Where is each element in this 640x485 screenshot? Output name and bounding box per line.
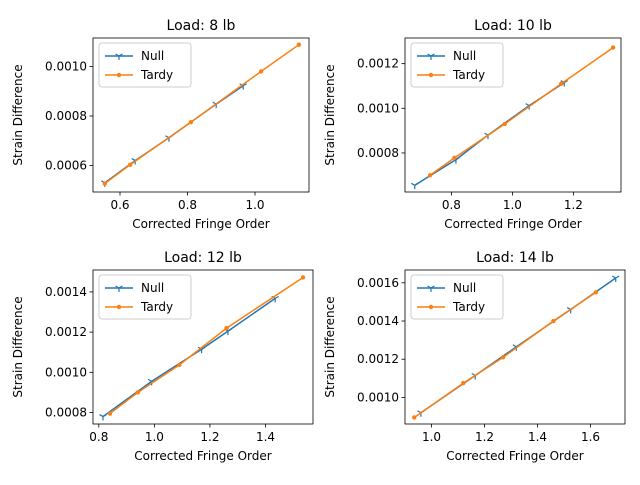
y-tick-label: 0.0014	[357, 314, 399, 328]
y-axis-label: Strain Difference	[11, 296, 25, 397]
legend-label-null: Null	[453, 49, 476, 63]
y-tick-label: 0.0012	[357, 352, 399, 366]
data-point-tardy	[188, 119, 194, 125]
data-point-tardy	[427, 173, 433, 178]
legend-marker-tardy	[428, 304, 434, 310]
axes-frame	[404, 269, 626, 425]
subplot-3: Load: 12 lb 0.8 1.0 1.2 1.4 0.0008 0.0010 0.001…	[11, 250, 314, 463]
data-point-tardy	[551, 318, 556, 324]
data-point-tardy	[127, 162, 133, 167]
legend-label-null: Null	[141, 49, 164, 63]
legend-label-tardy: Tardy	[140, 300, 173, 314]
x-tick-label: 1.2	[564, 198, 583, 212]
y-tick-label: 0.0012	[45, 325, 87, 339]
legend-label-tardy: Tardy	[452, 300, 485, 314]
data-point-tardy	[412, 415, 417, 420]
legend: Null Tardy	[410, 42, 504, 88]
y-tick-label: 0.0010	[45, 365, 87, 379]
x-axis-label: Corrected Fringe Order	[444, 217, 581, 231]
y-tick-label: 0.0008	[45, 406, 87, 420]
data-point-tardy	[452, 155, 457, 161]
y-tick-label: 0.0008	[357, 146, 399, 160]
x-tick-label: 1.6	[581, 430, 600, 444]
x-tick-label: 1.0	[145, 430, 164, 444]
legend-marker-tardy	[428, 72, 434, 78]
legend-marker-tardy	[116, 72, 122, 78]
y-tick-label: 0.0006	[45, 159, 87, 173]
x-tick-label: 1.4	[256, 430, 275, 444]
y-tick-label: 0.0008	[45, 109, 87, 123]
y-axis-label: Strain Difference	[323, 64, 337, 165]
subplot-title: Load: 12 lb	[164, 250, 242, 266]
legend-marker-null	[427, 53, 435, 60]
y-tick-label: 0.0010	[45, 59, 87, 73]
y-tick-label: 0.0016	[357, 276, 399, 290]
legend-label-null: Null	[141, 281, 164, 295]
data-point-tardy	[107, 411, 113, 416]
x-axis-label: Corrected Fringe Order	[446, 449, 583, 463]
data-point-tardy	[593, 290, 599, 295]
data-point-tardy	[102, 181, 108, 186]
x-tick-label: 1.0	[422, 430, 441, 444]
data-point-tardy	[177, 362, 182, 368]
legend-marker-tardy	[116, 304, 122, 310]
data-point-tardy	[135, 390, 140, 395]
y-axis-label: Strain Difference	[323, 296, 337, 397]
legend: Null Tardy	[98, 274, 192, 320]
y-tick-label: 0.0010	[357, 101, 399, 115]
data-point-tardy	[610, 45, 616, 50]
x-tick-label: 1.2	[475, 430, 494, 444]
x-tick-label: 0.8	[442, 198, 461, 212]
y-tick-label: 0.0010	[357, 390, 399, 404]
legend: Null Tardy	[410, 274, 504, 320]
subplot-title: Load: 8 lb	[167, 18, 236, 34]
legend: Null Tardy	[98, 42, 192, 88]
x-tick-label: 1.0	[245, 198, 264, 212]
x-tick-label: 0.6	[110, 198, 129, 212]
x-axis-label: Corrected Fringe Order	[132, 217, 269, 231]
subplot-4: Load: 14 lb 1.0 1.2 1.4 1.6 0.0010 0.0012 0.001…	[323, 250, 626, 463]
legend-marker-null	[115, 285, 123, 292]
y-axis-label: Strain Difference	[11, 64, 25, 165]
data-point-null	[99, 414, 107, 421]
data-point-tardy	[461, 380, 466, 386]
legend-label-tardy: Tardy	[140, 68, 173, 82]
data-point-null	[410, 182, 419, 190]
axes-frame	[92, 269, 314, 425]
data-point-tardy	[296, 42, 302, 47]
x-tick-label: 0.8	[178, 198, 197, 212]
legend-marker-null	[115, 53, 123, 60]
x-tick-label: 1.0	[503, 198, 522, 212]
y-tick-label: 0.0012	[357, 57, 399, 71]
x-tick-label: 0.8	[89, 430, 108, 444]
legend-label-tardy: Tardy	[452, 68, 485, 82]
legend-label-null: Null	[453, 281, 476, 295]
subplot-title: Load: 14 lb	[476, 250, 554, 266]
axes-frame	[92, 37, 310, 193]
data-point-tardy	[559, 81, 564, 86]
legend-marker-null	[427, 285, 435, 292]
subplot-1: Load: 8 lb 0.6 0.8 1.0 0.0006 0.0008 0.0010 Cor…	[11, 18, 310, 231]
x-axis-label: Corrected Fringe Order	[134, 449, 271, 463]
data-point-tardy	[500, 355, 506, 360]
data-point-tardy	[224, 325, 229, 331]
y-tick-label: 0.0014	[45, 285, 87, 299]
data-point-tardy	[258, 69, 264, 74]
data-point-null	[611, 275, 620, 283]
data-point-tardy	[300, 275, 306, 280]
subplot-title: Load: 10 lb	[474, 18, 552, 34]
x-tick-label: 1.4	[528, 430, 547, 444]
data-point-tardy	[502, 121, 507, 127]
axes-frame	[404, 37, 622, 193]
x-tick-label: 1.2	[200, 430, 219, 444]
subplot-2: Load: 10 lb 0.8 1.0 1.2 0.0008 0.0010 0.0012 Co…	[323, 18, 622, 231]
